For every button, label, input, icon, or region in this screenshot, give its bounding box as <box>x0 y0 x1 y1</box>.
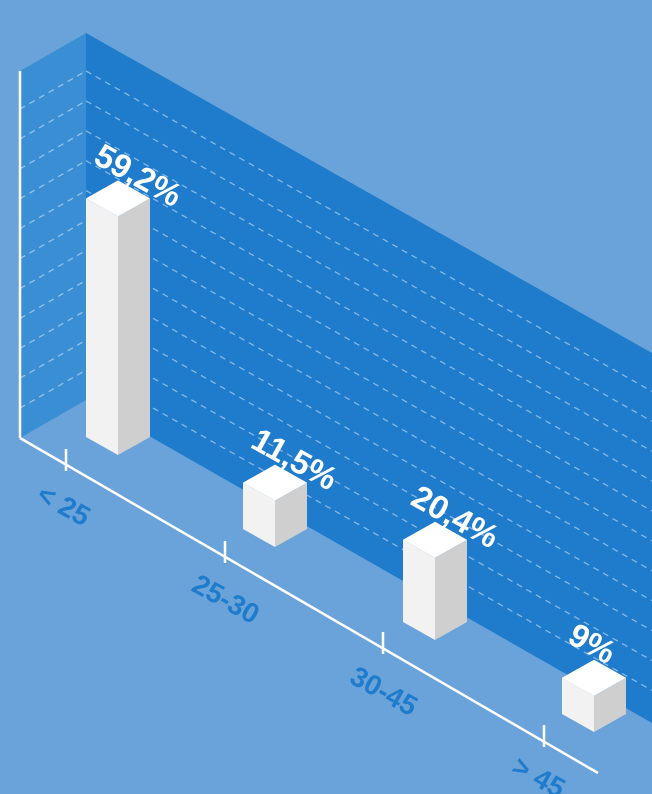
bar <box>403 521 467 640</box>
gridline <box>19 339 87 379</box>
bar-left-face <box>86 198 118 455</box>
axes <box>18 71 599 775</box>
gridline <box>19 70 87 110</box>
gridline <box>85 160 652 482</box>
chart-back-wall <box>86 33 652 723</box>
bar-top-face <box>562 659 626 696</box>
gridline <box>19 190 87 230</box>
gridline <box>19 100 87 140</box>
gridline <box>19 130 87 170</box>
gridline <box>85 309 652 632</box>
gridline <box>85 369 652 691</box>
bar-left-face <box>562 677 594 732</box>
bar-right-face <box>118 198 150 455</box>
gridline <box>19 279 87 319</box>
bar-top-face <box>86 180 150 217</box>
gridline <box>19 369 87 409</box>
gridline <box>85 190 652 512</box>
gridline <box>85 249 652 572</box>
bar <box>243 464 307 547</box>
chart-side-wall <box>20 33 86 438</box>
gridline <box>19 160 87 200</box>
gridline <box>85 130 652 452</box>
bars <box>86 180 626 732</box>
x-axis-ticks <box>64 449 546 747</box>
bar-top-face <box>243 464 307 501</box>
bar-right-face <box>275 482 307 547</box>
bar-left-face <box>243 482 275 547</box>
gridline <box>19 249 87 290</box>
bar <box>86 180 150 455</box>
gridline <box>85 100 652 422</box>
bar-right-face <box>435 539 467 640</box>
gridline <box>19 219 87 260</box>
bar-top-face <box>403 521 467 558</box>
gridline <box>85 339 652 662</box>
gridline <box>85 219 652 542</box>
x-axis-line <box>19 436 599 775</box>
bar <box>562 659 626 732</box>
gridline <box>19 309 87 349</box>
bar-right-face <box>594 677 626 732</box>
gridlines <box>19 70 652 691</box>
gridline <box>85 70 652 392</box>
bar-left-face <box>403 539 435 640</box>
gridline <box>85 279 652 602</box>
